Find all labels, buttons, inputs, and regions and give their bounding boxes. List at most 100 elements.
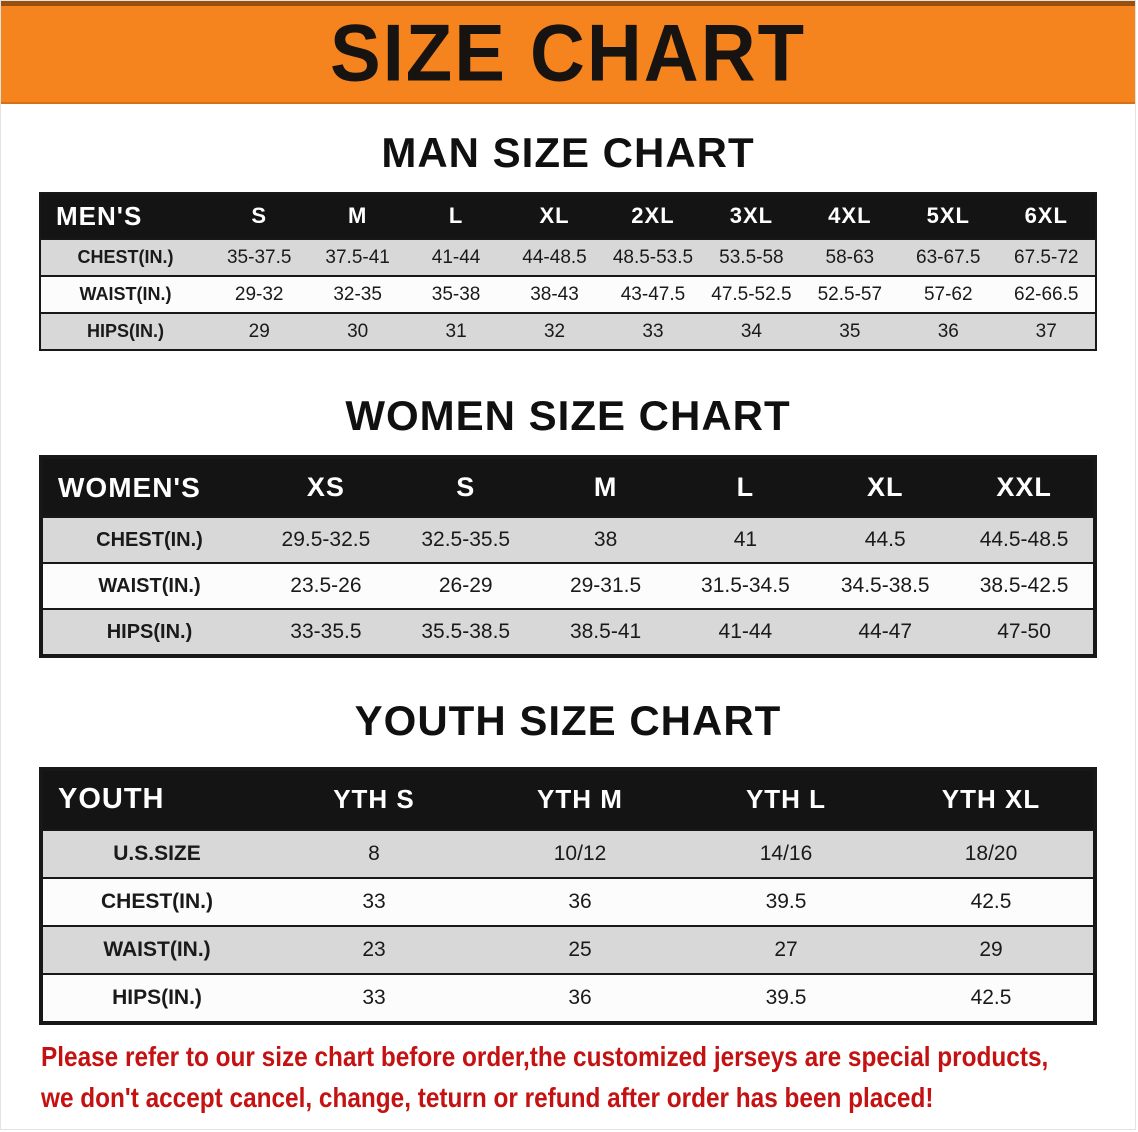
- size-value-cell: 36: [477, 972, 683, 1023]
- men-size-header-cell: XL: [505, 193, 604, 240]
- table-row: CHEST(IN.) 29.5-32.5 32.5-35.5 38 41 44.5 44.5…: [41, 516, 1095, 564]
- size-value-cell: 29: [889, 924, 1095, 974]
- size-value-cell: 57-62: [899, 275, 998, 314]
- size-value-cell: 18/20: [889, 828, 1095, 878]
- table-row: CHEST(IN.) 33 36 39.5 42.5: [41, 876, 1095, 926]
- size-value-cell: 34: [702, 312, 801, 351]
- table-row: HIPS(IN.) 33-35.5 35.5-38.5 38.5-41 41-44 44-…: [41, 608, 1095, 657]
- notice-line-1: Please refer to our size chart before or…: [41, 1040, 1049, 1072]
- size-value-cell: 44-47: [815, 608, 956, 657]
- men-size-header-cell: S: [210, 193, 309, 240]
- size-value-cell: 35-37.5: [210, 238, 309, 277]
- notice-line-2: we don't accept cancel, change, teturn o…: [41, 1081, 934, 1113]
- men-size-header-cell: L: [406, 193, 506, 240]
- size-value-cell: 42.5: [889, 972, 1095, 1023]
- size-value-cell: 29-32: [210, 275, 309, 314]
- size-value-cell: 29.5-32.5: [256, 516, 396, 564]
- men-size-table: MEN'S S M L XL 2XL 3XL 4XL 5XL 6XL CHEST(IN.) 35-37…: [39, 192, 1097, 352]
- women-size-header-cell: L: [675, 457, 816, 518]
- men-size-header-cell: 6XL: [997, 193, 1096, 240]
- women-size-chart-section: WOMEN SIZE CHART WOMEN'S XS S M L XL XXL CHEST(I…: [1, 392, 1135, 659]
- size-chart-sections: MAN SIZE CHART MEN'S S M L XL 2XL 3XL 4XL 5XL 6XL C…: [1, 129, 1135, 1025]
- size-value-cell: 26-29: [395, 562, 536, 610]
- youth-size-chart-heading: YOUTH SIZE CHART: [354, 697, 782, 745]
- size-value-cell: 33: [603, 312, 703, 351]
- row-label: WAIST(IN.): [41, 562, 256, 610]
- size-value-cell: 43-47.5: [603, 275, 703, 314]
- size-value-cell: 47-50: [955, 608, 1095, 657]
- size-value-cell: 35.5-38.5: [395, 608, 536, 657]
- size-value-cell: 8: [271, 828, 477, 878]
- size-value-cell: 44.5-48.5: [955, 516, 1095, 564]
- size-value-cell: 31.5-34.5: [675, 562, 816, 610]
- men-table-title-cell: MEN'S: [40, 193, 210, 240]
- size-value-cell: 41-44: [406, 238, 506, 277]
- size-value-cell: 41: [675, 516, 816, 564]
- men-size-header-cell: 5XL: [899, 193, 998, 240]
- youth-size-header-cell: YTH S: [271, 768, 477, 830]
- men-size-header-cell: M: [308, 193, 407, 240]
- banner: SIZE CHART: [1, 1, 1135, 104]
- size-value-cell: 39.5: [683, 876, 889, 926]
- table-row: HIPS(IN.) 33 36 39.5 42.5: [41, 972, 1095, 1023]
- row-label: U.S.SIZE: [41, 828, 271, 878]
- size-value-cell: 25: [477, 924, 683, 974]
- size-value-cell: 32: [505, 312, 604, 351]
- size-value-cell: 42.5: [889, 876, 1095, 926]
- size-value-cell: 14/16: [683, 828, 889, 878]
- size-value-cell: 44.5: [815, 516, 956, 564]
- table-row: U.S.SIZE 8 10/12 14/16 18/20: [41, 828, 1095, 878]
- women-size-header-cell: XXL: [955, 457, 1095, 518]
- women-size-header-cell: XL: [815, 457, 956, 518]
- footer-notice: Please refer to our size chart before or…: [41, 1041, 1135, 1114]
- size-value-cell: 38.5-41: [535, 608, 676, 657]
- men-header-row: MEN'S S M L XL 2XL 3XL 4XL 5XL 6XL: [40, 193, 1096, 240]
- youth-table-title-cell: YOUTH: [41, 768, 271, 830]
- size-value-cell: 27: [683, 924, 889, 974]
- size-value-cell: 34.5-38.5: [815, 562, 956, 610]
- women-size-table: WOMEN'S XS S M L XL XXL CHEST(IN.) 29.5-32.5 32.5…: [39, 455, 1097, 659]
- size-value-cell: 53.5-58: [702, 238, 801, 277]
- size-value-cell: 31: [406, 312, 506, 351]
- size-value-cell: 32.5-35.5: [395, 516, 536, 564]
- row-label: CHEST(IN.): [41, 516, 256, 564]
- row-label: HIPS(IN.): [41, 608, 256, 657]
- women-header-row: WOMEN'S XS S M L XL XXL: [41, 457, 1095, 518]
- table-row: HIPS(IN.) 29 30 31 32 33 34 35 36 37: [40, 312, 1096, 351]
- row-label: CHEST(IN.): [40, 238, 210, 277]
- size-value-cell: 32-35: [308, 275, 407, 314]
- size-value-cell: 23: [271, 924, 477, 974]
- size-value-cell: 36: [899, 312, 998, 351]
- row-label: HIPS(IN.): [40, 312, 210, 351]
- size-value-cell: 67.5-72: [997, 238, 1096, 277]
- size-value-cell: 29-31.5: [535, 562, 676, 610]
- table-row: CHEST(IN.) 35-37.5 37.5-41 41-44 44-48.5 48.5…: [40, 238, 1096, 277]
- size-value-cell: 58-63: [800, 238, 900, 277]
- size-value-cell: 38.5-42.5: [955, 562, 1095, 610]
- row-label: CHEST(IN.): [41, 876, 271, 926]
- page-title: SIZE CHART: [330, 8, 806, 99]
- size-value-cell: 41-44: [675, 608, 816, 657]
- size-value-cell: 37.5-41: [308, 238, 407, 277]
- table-row: WAIST(IN.) 23 25 27 29: [41, 924, 1095, 974]
- table-row: WAIST(IN.) 23.5-26 26-29 29-31.5 31.5-34.5 34…: [41, 562, 1095, 610]
- men-size-header-cell: 4XL: [800, 193, 900, 240]
- youth-size-header-cell: YTH M: [477, 768, 683, 830]
- size-value-cell: 30: [308, 312, 407, 351]
- size-value-cell: 29: [210, 312, 309, 351]
- size-value-cell: 10/12: [477, 828, 683, 878]
- size-value-cell: 62-66.5: [997, 275, 1096, 314]
- size-value-cell: 35-38: [406, 275, 506, 314]
- youth-size-chart-section: YOUTH SIZE CHART YOUTH YTH S YTH M YTH L YTH …: [1, 697, 1135, 1025]
- women-size-header-cell: M: [535, 457, 676, 518]
- size-value-cell: 38-43: [505, 275, 604, 314]
- women-size-header-cell: XS: [256, 457, 396, 518]
- size-value-cell: 47.5-52.5: [702, 275, 801, 314]
- men-size-chart-heading: MAN SIZE CHART: [381, 129, 755, 176]
- size-value-cell: 48.5-53.5: [603, 238, 703, 277]
- youth-header-row: YOUTH YTH S YTH M YTH L YTH XL: [41, 768, 1095, 830]
- size-value-cell: 33-35.5: [256, 608, 396, 657]
- size-value-cell: 37: [997, 312, 1096, 351]
- women-size-chart-heading: WOMEN SIZE CHART: [345, 392, 791, 440]
